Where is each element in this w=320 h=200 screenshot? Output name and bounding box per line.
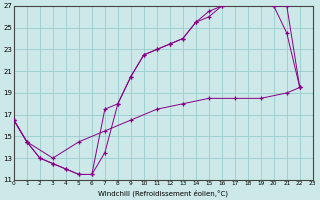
X-axis label: Windchill (Refroidissement éolien,°C): Windchill (Refroidissement éolien,°C) [98, 189, 228, 197]
